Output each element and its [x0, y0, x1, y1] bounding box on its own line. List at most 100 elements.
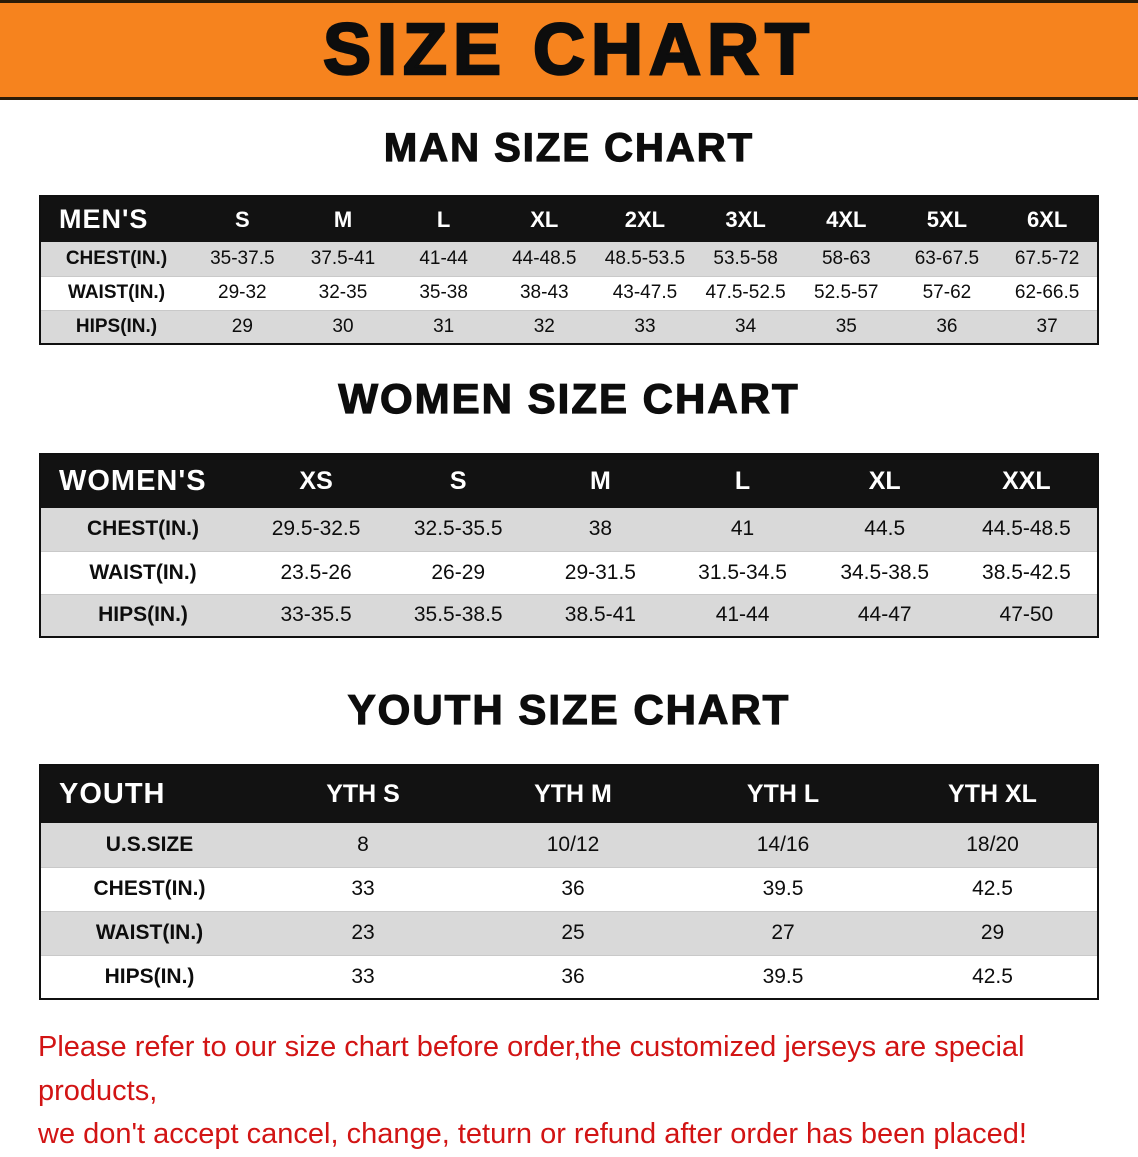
size-value-cell: 36 — [936, 315, 958, 337]
row-label: HIPS(IN.) — [75, 315, 158, 337]
size-value-cell: 44-48.5 — [512, 247, 577, 269]
size-value-cell: 18/20 — [966, 832, 1019, 856]
table-corner-label: MEN'S — [40, 196, 192, 242]
size-value-cell: 33-35.5 — [280, 603, 352, 627]
size-value-cell: 29.5-32.5 — [271, 517, 361, 541]
size-value-cell: 34 — [735, 315, 757, 337]
size-value-cell: 57-62 — [922, 282, 972, 303]
size-value-cell: 39.5 — [762, 877, 804, 900]
size-value-cell: 29 — [980, 921, 1005, 944]
size-value-cell: 33 — [634, 315, 656, 337]
size-value-cell: 44.5-48.5 — [982, 517, 1071, 541]
disclaimer-line-1: Please refer to our size chart before or… — [38, 1031, 1025, 1107]
size-value-cell: 14/16 — [756, 832, 810, 856]
table-header-row: YOUTH YTH S YTH M YTH L YTH XL — [40, 765, 1098, 823]
size-value-cell: 38.5-42.5 — [982, 560, 1071, 584]
size-value-cell: 39.5 — [762, 964, 804, 988]
size-column-header: 5XL — [896, 196, 998, 242]
size-value-cell: 38.5-41 — [564, 603, 636, 627]
row-label: WAIST(IN.) — [67, 282, 166, 303]
size-value-cell: 26-29 — [431, 560, 486, 584]
size-value-cell: 32.5-35.5 — [413, 517, 503, 541]
size-column-header: 2XL — [594, 196, 696, 242]
size-column-header: XL — [813, 454, 956, 508]
size-value-cell: 62-66.5 — [1014, 282, 1080, 303]
youth-size-chart-heading: YOUTH SIZE CHART — [347, 685, 791, 733]
size-value-cell: 42.5 — [972, 877, 1013, 900]
man-size-chart-heading: MAN SIZE CHART — [383, 125, 755, 170]
size-value-cell: 32 — [533, 315, 555, 337]
women-size-chart-section: WOMEN SIZE CHART WOMEN'S XS S M L XL XXL CHEST(… — [0, 374, 1138, 638]
size-value-cell: 42.5 — [972, 964, 1013, 988]
size-charts: MAN SIZE CHART MEN'S S M L XL 2XL 3XL 4XL 5XL 6XL… — [0, 125, 1138, 1000]
size-value-cell: 48.5-53.5 — [604, 247, 686, 269]
row-label: CHEST(IN.) — [93, 877, 206, 900]
row-label: HIPS(IN.) — [104, 964, 195, 988]
table-row: HIPS(IN.) 29 30 31 32 33 34 35 36 37 — [40, 310, 1098, 344]
size-value-cell: 25 — [561, 921, 585, 944]
size-value-cell: 63-67.5 — [914, 247, 980, 269]
size-value-cell: 32-35 — [318, 282, 368, 303]
size-value-cell: 30 — [332, 315, 354, 337]
row-label: CHEST(IN.) — [65, 247, 168, 269]
table-corner-label: YOUTH — [40, 765, 258, 823]
youth-size-chart-section: YOUTH SIZE CHART YOUTH YTH S YTH M YTH L YTH… — [0, 685, 1138, 1000]
man-size-chart-section: MAN SIZE CHART MEN'S S M L XL 2XL 3XL 4XL 5XL 6XL… — [0, 125, 1138, 345]
table-row: WAIST(IN.) 29-32 32-35 35-38 38-43 43-47.5 47.… — [40, 276, 1098, 310]
table-row: HIPS(IN.) 33 36 39.5 42.5 — [40, 955, 1098, 999]
row-label: CHEST(IN.) — [87, 517, 199, 541]
size-value-cell: 35-38 — [419, 282, 468, 303]
size-column-header: XL — [493, 196, 595, 242]
size-value-cell: 27 — [771, 921, 795, 944]
size-value-cell: 67.5-72 — [1014, 247, 1080, 269]
size-value-cell: 41-44 — [419, 247, 468, 269]
table-row: WAIST(IN.) 23 25 27 29 — [40, 911, 1098, 955]
size-value-cell: 23.5-26 — [280, 560, 352, 584]
size-value-cell: 37.5-41 — [310, 247, 376, 269]
size-value-cell: 53.5-58 — [713, 247, 778, 269]
size-column-header: L — [671, 454, 814, 508]
size-column-header: S — [387, 454, 530, 508]
size-value-cell: 29-31.5 — [564, 560, 636, 584]
size-column-header: M — [529, 454, 672, 508]
size-value-cell: 43-47.5 — [612, 282, 678, 303]
banner: SIZE CHART — [0, 0, 1138, 100]
size-column-header: M — [292, 196, 394, 242]
size-column-header: YTH L — [678, 765, 888, 823]
size-value-cell: 35-37.5 — [210, 247, 275, 269]
size-value-cell: 36 — [561, 964, 585, 988]
size-column-header: 3XL — [695, 196, 796, 242]
women-size-table: WOMEN'S XS S M L XL XXL CHEST(IN.) 29.5-32.5 32.5… — [39, 453, 1099, 638]
row-label: WAIST(IN.) — [89, 560, 197, 584]
table-corner-label: WOMEN'S — [40, 454, 245, 508]
size-value-cell: 10/12 — [546, 832, 600, 856]
size-value-cell: 41-44 — [715, 603, 770, 627]
size-column-header: XS — [245, 454, 388, 508]
size-value-cell: 23 — [351, 921, 375, 944]
size-value-cell: 52.5-57 — [814, 282, 879, 303]
size-value-cell: 35 — [835, 315, 857, 337]
size-column-header: YTH XL — [888, 765, 1098, 823]
women-size-chart-heading: WOMEN SIZE CHART — [338, 374, 800, 422]
row-label: U.S.SIZE — [105, 832, 194, 856]
size-value-cell: 33 — [351, 877, 375, 900]
size-value-cell: 31.5-34.5 — [698, 560, 787, 584]
disclaimer: Please refer to our size chart before or… — [38, 1026, 1100, 1157]
size-value-cell: 47-50 — [999, 603, 1054, 627]
size-value-cell: 8 — [357, 832, 369, 856]
youth-size-table: YOUTH YTH S YTH M YTH L YTH XL U.S.SIZE 8 10/12… — [39, 764, 1099, 1000]
size-value-cell: 41 — [730, 517, 755, 541]
men-size-table: MEN'S S M L XL 2XL 3XL 4XL 5XL 6XL CHEST(IN.) 35-37… — [39, 195, 1099, 345]
size-value-cell: 36 — [561, 877, 585, 900]
size-value-cell: 34.5-38.5 — [840, 560, 930, 584]
size-value-cell: 58-63 — [821, 247, 871, 269]
page-title: SIZE CHART — [322, 10, 815, 90]
size-value-cell: 29 — [231, 315, 253, 337]
size-value-cell: 47.5-52.5 — [705, 282, 786, 303]
table-header-row: WOMEN'S XS S M L XL XXL — [40, 454, 1098, 508]
table-row: CHEST(IN.) 35-37.5 37.5-41 41-44 44-48.5 48.5… — [40, 242, 1098, 276]
table-header-row: MEN'S S M L XL 2XL 3XL 4XL 5XL 6XL — [40, 196, 1098, 242]
size-column-header: L — [393, 196, 494, 242]
table-row: HIPS(IN.) 33-35.5 35.5-38.5 38.5-41 41-44 44-… — [40, 594, 1098, 637]
